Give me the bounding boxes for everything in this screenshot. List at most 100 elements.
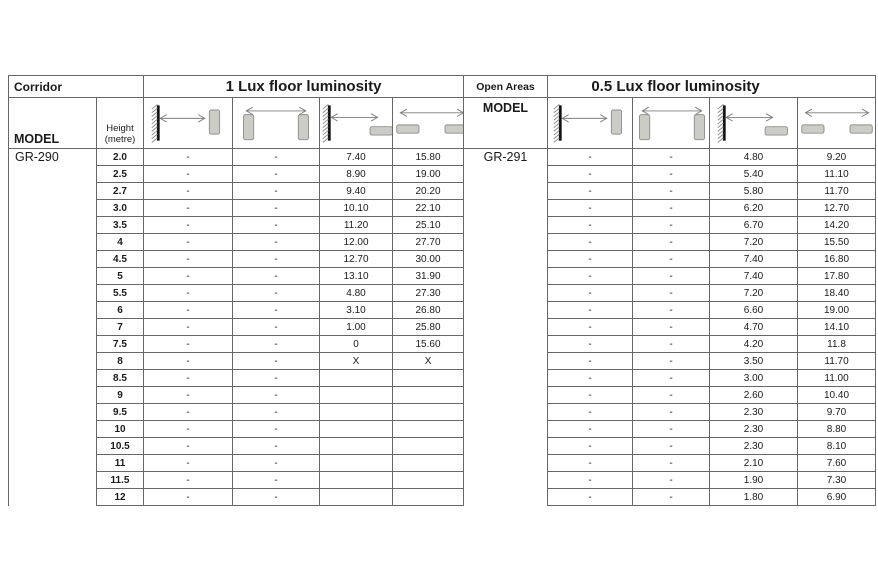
spacing-value-cell: [319, 437, 393, 455]
spacing-value-cell: 26.80: [391, 301, 465, 319]
spacing-value-cell: 5.40: [709, 165, 798, 183]
spacing-value-cell: 4.80: [709, 148, 798, 166]
spacing-value-cell: [319, 369, 393, 387]
corridor-luminosity-table: Corridor 1 Lux floor luminosity MODEL He…: [8, 75, 465, 506]
spacing-value-cell: [391, 454, 465, 472]
height-cell: 2.5: [96, 165, 144, 183]
spacing-value-cell: -: [143, 267, 233, 285]
left-table-row: 11- -: [9, 454, 465, 472]
spacing-value-cell: 11.70: [796, 352, 877, 370]
spacing-value-cell: [391, 386, 465, 404]
spacing-value-cell: 15.80: [391, 148, 465, 166]
height-cell: 9: [96, 386, 144, 404]
spacing-value-cell: -: [143, 182, 233, 200]
open-areas-luminosity-table: Open Areas 0.5 Lux floor luminosity MODE…: [463, 75, 877, 506]
spacing-value-cell: 8.10: [796, 437, 877, 455]
spacing-value-cell: -: [547, 216, 633, 234]
spacing-value-cell: -: [632, 216, 710, 234]
spacing-value-cell: -: [143, 488, 233, 506]
spacing-value-cell: -: [232, 488, 320, 506]
spacing-value-cell: [391, 369, 465, 387]
spacing-value-cell: -: [632, 267, 710, 285]
spacing-value-cell: -: [547, 471, 633, 489]
spacing-value-cell: 6.90: [796, 488, 877, 506]
spacing-value-cell: -: [547, 420, 633, 438]
right-table-row: - -7.20 18.40: [464, 284, 877, 302]
spacing-value-cell: 30.00: [391, 250, 465, 268]
spacing-value-cell: 11.20: [319, 216, 393, 234]
spacing-value-cell: 31.90: [391, 267, 465, 285]
left-table-row: 9--: [9, 386, 465, 404]
height-cell: 9.5: [96, 403, 144, 421]
height-cell: 8: [96, 352, 144, 370]
spacing-value-cell: -: [232, 267, 320, 285]
spacing-value-cell: -: [632, 454, 710, 472]
spacing-value-cell: -: [143, 199, 233, 217]
height-cell: 8.5: [96, 369, 144, 387]
ceiling-luminaire-to-ceiling-luminaire-spacing-icon: [391, 97, 465, 149]
spacing-value-cell: 1.90: [709, 471, 798, 489]
spacing-value-cell: -: [632, 386, 710, 404]
height-cell: 7: [96, 318, 144, 336]
spacing-value-cell: -: [547, 454, 633, 472]
spacing-value-cell: 3.50: [709, 352, 798, 370]
spacing-value-cell: -: [547, 488, 633, 506]
spacing-value-cell: -: [632, 352, 710, 370]
spacing-value-cell: -: [547, 386, 633, 404]
spacing-value-cell: -: [232, 165, 320, 183]
height-cell: 5.5: [96, 284, 144, 302]
spacing-value-cell: 11.8: [796, 335, 877, 353]
spacing-value-cell: 2.30: [709, 437, 798, 455]
spacing-value-cell: 22.10: [391, 199, 465, 217]
table-row: MODEL Height (metre): [8, 97, 465, 149]
spacing-value-cell: [319, 386, 393, 404]
spacing-value-cell: -: [632, 182, 710, 200]
height-cell: 12: [96, 488, 144, 506]
left-table-row: 6- -3.10 26.80: [9, 301, 465, 319]
right-table-title: 0.5 Lux floor luminosity: [546, 75, 877, 98]
spacing-value-cell: -: [547, 182, 633, 200]
spacing-value-cell: [391, 471, 465, 489]
spacing-value-cell: 6.60: [709, 301, 798, 319]
spacing-value-cell: 5.80: [709, 182, 798, 200]
ceiling-luminaire-to-ceiling-luminaire-spacing-icon: [796, 97, 877, 149]
spacing-value-cell: [319, 471, 393, 489]
spacing-value-cell: 3.00: [709, 369, 798, 387]
spacing-value-cell: 7.40: [709, 267, 798, 285]
height-cell: 2.0: [96, 148, 144, 166]
spacing-value-cell: -: [232, 454, 320, 472]
spacing-value-cell: 2.30: [709, 403, 798, 421]
height-cell: 4.5: [96, 250, 144, 268]
table-row: Open Areas 0.5 Lux floor luminosity: [463, 75, 877, 98]
height-cell: 2.7: [96, 182, 144, 200]
right-table-row: - -2.30 8.80: [464, 420, 877, 438]
spacing-value-cell: 6.20: [709, 199, 798, 217]
left-table-row: 12- -: [9, 488, 465, 506]
spacing-value-cell: 3.10: [319, 301, 393, 319]
spacing-value-cell: -: [143, 165, 233, 183]
left-table-row: 4- -12.00 27.70: [9, 233, 465, 251]
spacing-value-cell: 12.70: [319, 250, 393, 268]
spacing-value-cell: 7.60: [796, 454, 877, 472]
spacing-value-cell: -: [632, 437, 710, 455]
spacing-value-cell: -: [632, 488, 710, 506]
spacing-value-cell: 8.90: [319, 165, 393, 183]
right-table-row: GR-291- -4.80 9.20: [463, 148, 877, 506]
spacing-value-cell: 19.00: [391, 165, 465, 183]
spacing-value-cell: 9.40: [319, 182, 393, 200]
right-table-row: - -3.50 11.70: [464, 352, 877, 370]
spacing-value-cell: 27.30: [391, 284, 465, 302]
spacing-value-cell: [391, 488, 465, 506]
model-column-header: MODEL: [463, 97, 548, 149]
spacing-value-cell: 7.40: [319, 148, 393, 166]
spacing-value-cell: -: [547, 403, 633, 421]
spacing-value-cell: -: [143, 335, 233, 353]
spacing-value-cell: 25.10: [391, 216, 465, 234]
spacing-value-cell: -: [143, 420, 233, 438]
spacing-value-cell: 10.40: [796, 386, 877, 404]
right-table-row: - -5.40 11.10: [464, 165, 877, 183]
spacing-value-cell: 1.80: [709, 488, 798, 506]
spacing-value-cell: [391, 437, 465, 455]
height-cell: 10: [96, 420, 144, 438]
